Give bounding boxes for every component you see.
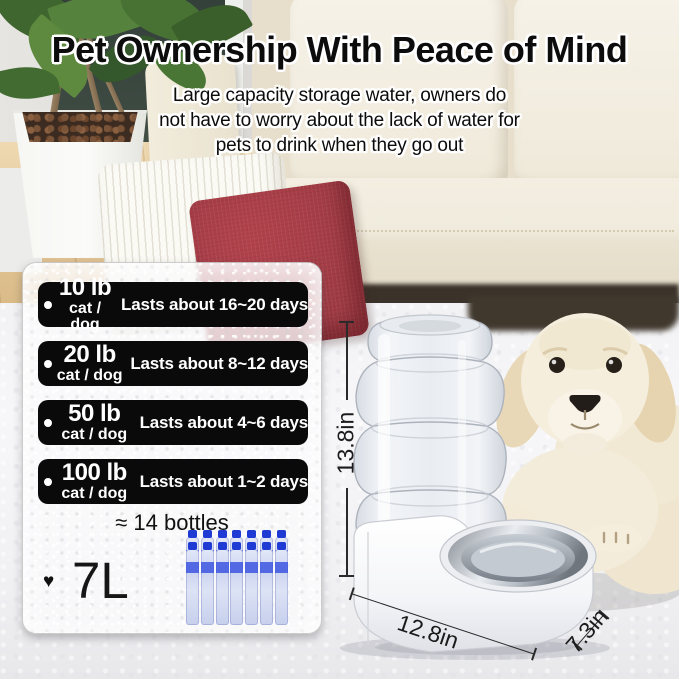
- pet-type: cat / dog: [69, 300, 102, 333]
- couch-back: [252, 0, 679, 205]
- mini-bottle-icon: [260, 542, 273, 625]
- bullet-icon: [44, 359, 52, 368]
- capacity-row-10lb: 10 lb cat / dog Lasts about 16~20 days: [38, 276, 308, 333]
- mini-bottle-icon: [230, 542, 244, 625]
- planter-soil: [22, 112, 138, 142]
- height-dimension-line: [346, 322, 348, 400]
- mini-bottle-icon: [245, 542, 259, 625]
- couch-cushion: [514, 0, 679, 192]
- pet-type: cat / dog: [56, 367, 123, 384]
- bullet-icon: [44, 300, 52, 309]
- mini-bottle-icon: [274, 542, 288, 625]
- pet-weight: 50 lb: [68, 400, 121, 427]
- bullet-icon: [44, 477, 52, 486]
- capacity-value: 7L: [72, 552, 129, 609]
- header: Pet Ownership With Peace of Mind Large c…: [0, 0, 679, 158]
- subtitle-line: pets to drink when they go out: [215, 134, 464, 156]
- pet-weight: 10 lb: [58, 274, 112, 301]
- dimension-tick: [339, 575, 354, 577]
- capacity-info-panel: 10 lb cat / dog Lasts about 16~20 days 2…: [22, 262, 322, 634]
- pet-type: cat / dog: [61, 426, 128, 443]
- page-subtitle: Large capacity storage water, owners do …: [0, 83, 679, 158]
- pet-type: cat / dog: [61, 485, 128, 502]
- capacity-row-100lb: 100 lb cat / dog Lasts about 1~2 days: [38, 459, 308, 504]
- page-title: Pet Ownership With Peace of Mind: [51, 29, 628, 70]
- water-dispenser-product: [340, 314, 610, 660]
- puppy-photo: [440, 313, 679, 612]
- subtitle-line: not have to worry about the lack of wate…: [159, 109, 520, 131]
- bottle-pack: [186, 530, 292, 627]
- subtitle-line: Large capacity storage water, owners do: [172, 84, 507, 106]
- duration-text: Lasts about 8~12 days: [130, 353, 308, 373]
- duration-text: Lasts about 16~20 days: [121, 294, 308, 314]
- capacity-row-20lb: 20 lb cat / dog Lasts about 8~12 days: [38, 341, 308, 386]
- dimension-tick: [339, 321, 354, 323]
- height-dimension-label: 13.8in: [332, 411, 359, 475]
- heart-icon: ♥: [43, 571, 55, 592]
- mini-bottle-icon: [186, 542, 199, 625]
- capacity-row-50lb: 50 lb cat / dog Lasts about 4~6 days: [38, 400, 308, 445]
- mini-bottle-icon: [200, 542, 214, 625]
- bullet-icon: [44, 418, 52, 427]
- couch-cushion: [290, 0, 508, 192]
- pet-weight: 20 lb: [63, 341, 117, 368]
- height-dimension-line: [346, 488, 348, 576]
- seat-stitch-line: [274, 230, 674, 232]
- mini-bottle-icon: [215, 542, 229, 625]
- pet-weight: 100 lb: [61, 459, 128, 486]
- duration-text: Lasts about 1~2 days: [139, 471, 309, 491]
- duration-text: Lasts about 4~6 days: [139, 412, 309, 432]
